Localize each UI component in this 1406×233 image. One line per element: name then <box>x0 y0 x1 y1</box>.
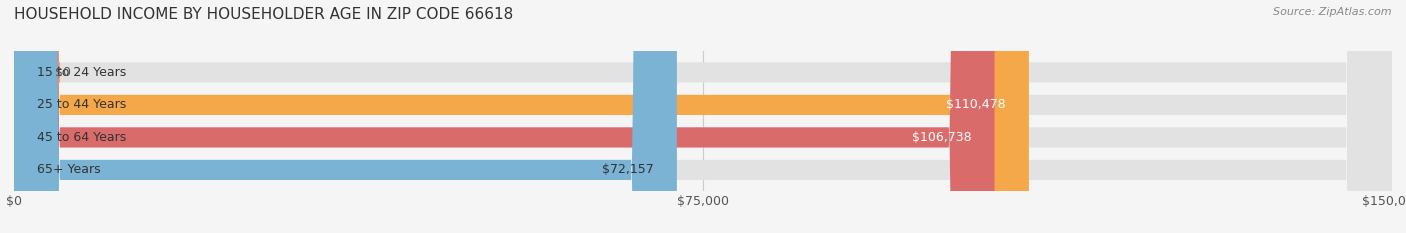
FancyBboxPatch shape <box>14 0 1392 233</box>
Text: $106,738: $106,738 <box>912 131 972 144</box>
Text: $0: $0 <box>55 66 72 79</box>
Text: $72,157: $72,157 <box>602 163 654 176</box>
FancyBboxPatch shape <box>14 0 1392 233</box>
Text: 65+ Years: 65+ Years <box>37 163 101 176</box>
FancyBboxPatch shape <box>0 0 60 233</box>
Text: HOUSEHOLD INCOME BY HOUSEHOLDER AGE IN ZIP CODE 66618: HOUSEHOLD INCOME BY HOUSEHOLDER AGE IN Z… <box>14 7 513 22</box>
FancyBboxPatch shape <box>14 0 1392 233</box>
FancyBboxPatch shape <box>14 0 994 233</box>
Text: $110,478: $110,478 <box>946 98 1005 111</box>
FancyBboxPatch shape <box>14 0 1392 233</box>
Text: 45 to 64 Years: 45 to 64 Years <box>37 131 127 144</box>
Text: Source: ZipAtlas.com: Source: ZipAtlas.com <box>1274 7 1392 17</box>
Text: 15 to 24 Years: 15 to 24 Years <box>37 66 127 79</box>
FancyBboxPatch shape <box>14 0 1029 233</box>
FancyBboxPatch shape <box>14 0 676 233</box>
Text: 25 to 44 Years: 25 to 44 Years <box>37 98 127 111</box>
